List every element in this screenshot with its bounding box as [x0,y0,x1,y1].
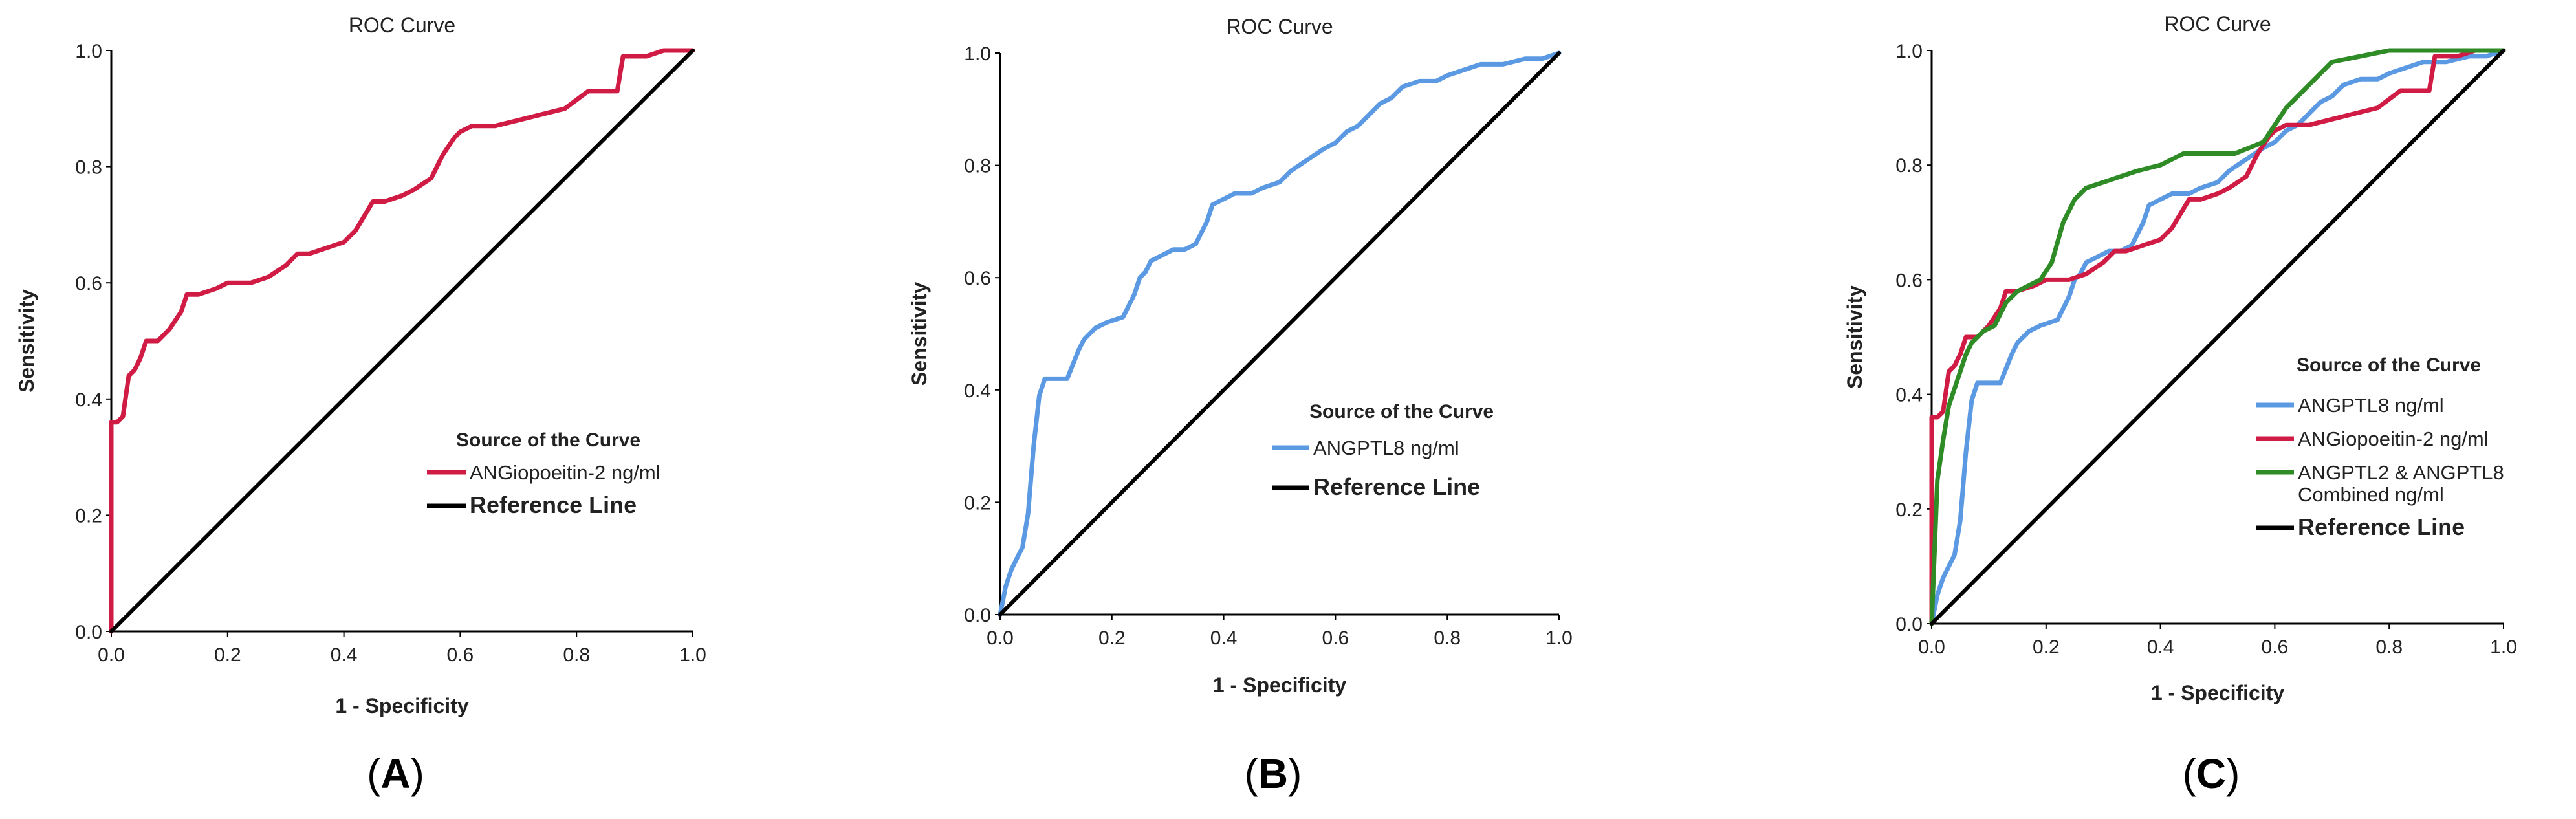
reference-line [1930,49,2505,626]
y-tick-label: 0.0 [1895,614,1923,635]
y-tick-label: 0.8 [75,157,102,179]
roc-panel: ROC Curve 0.0 0.2 0.4 0.6 0.8 1.0 0.0 0.2 0.4 0.6 0… [1843,12,2517,797]
y-tick-label: 1.0 [1895,41,1923,62]
y-tick-label: 0.6 [75,273,102,294]
y-tick-label: 0.2 [1895,499,1923,521]
panel-label-letter: C [2196,750,2226,797]
legend-title: Source of the Curve [2297,355,2481,376]
x-tick-label: 0.0 [98,644,125,666]
x-axis-label: 1 - Specificity [2151,681,2285,704]
chart-title: ROC Curve [349,14,455,37]
legend-label: ANGiopoeitin-2 ng/ml [2298,428,2489,450]
legend-title: Source of the Curve [456,430,640,451]
x-tick-label: 0.8 [1434,628,1461,649]
x-tick-label: 0.2 [214,644,241,666]
roc-panel: ROC Curve 0.0 0.2 0.4 0.6 0.8 1.0 0.0 0.2 0.4 0.6 0… [15,14,706,797]
x-tick-label: 0.8 [2375,637,2403,658]
panel-label-open: ( [1245,750,1258,797]
panel-label-open: ( [367,750,380,797]
chart-title: ROC Curve [1226,15,1333,38]
legend-label: ANGiopoeitin-2 ng/ml [470,461,660,484]
x-axis-label: 1 - Specificity [335,694,469,717]
x-tick-label: 0.6 [447,644,474,666]
reference-line [998,51,1561,617]
y-tick-label: 0.8 [1895,155,1923,177]
y-tick-label: 0.0 [964,605,991,626]
roc-series-line [1929,48,2506,626]
x-tick-label: 0.4 [2147,637,2174,658]
y-tick-label: 0.4 [1895,385,1923,406]
y-tick-label: 0.6 [1895,270,1923,291]
legend-label: ANGPTL8 ng/ml [1313,437,1459,459]
chart-title: ROC Curve [2164,12,2271,36]
x-tick-label: 0.4 [331,644,358,666]
x-tick-label: 0.8 [563,644,590,666]
panel-label-close: ) [411,750,424,797]
panel-label-open: ( [2183,750,2196,797]
roc-series-line [1929,48,2506,626]
chart-legend: Source of the Curve ANGPTL8 ng/ml Referenc… [1272,401,1494,500]
reference-line [109,49,695,633]
x-tick-label: 0.2 [1098,628,1126,649]
x-tick-label: 1.0 [2490,637,2517,658]
x-tick-label: 0.0 [987,628,1014,649]
y-tick-label: 0.6 [964,268,991,289]
panel-label-letter: B [1258,750,1288,797]
legend-label: Combined ng/ml [2298,483,2444,506]
x-tick-label: 0.4 [1210,628,1238,649]
y-axis-label: Sensitivity [908,282,931,386]
y-tick-label: 0.2 [964,492,991,514]
legend-title: Source of the Curve [1309,401,1494,422]
panel-label-close: ) [2226,750,2240,797]
panel-label: (A) [367,750,424,797]
x-tick-label: 1.0 [1545,628,1573,649]
y-axis-label: Sensitivity [15,289,38,393]
x-tick-label: 0.2 [2033,637,2060,658]
roc-panel: ROC Curve 0.0 0.2 0.4 0.6 0.8 1.0 0.0 0.2 0.4 0.6 0… [908,15,1573,797]
x-tick-label: 0.0 [1918,637,1945,658]
y-tick-label: 0.4 [75,389,102,411]
legend-label: ANGPTL8 ng/ml [2298,394,2444,417]
y-tick-label: 1.0 [964,43,991,65]
chart-legend: Source of the Curve ANGPTL8 ng/ml ANGiopoe… [2256,355,2504,540]
x-tick-label: 0.6 [2262,637,2289,658]
legend-label: Reference Line [1313,474,1480,500]
panel-label: (C) [2183,750,2240,797]
roc-series-line [1929,48,2506,626]
x-tick-label: 0.6 [1322,628,1349,649]
legend-label: ANGPTL2 & ANGPTL8 [2298,461,2504,484]
panel-label: (B) [1245,750,1302,797]
roc-series-line [998,50,1562,617]
y-tick-label: 0.8 [964,156,991,177]
panel-label-letter: A [380,750,410,797]
y-tick-label: 0.2 [75,505,102,527]
panel-label-close: ) [1288,750,1302,797]
y-tick-label: 0.0 [75,622,102,643]
roc-series-line [109,48,695,634]
y-tick-label: 0.4 [964,380,991,402]
y-tick-label: 1.0 [75,41,102,62]
chart-legend: Source of the Curve ANGiopoeitin-2 ng/ml R… [427,430,660,518]
legend-label: Reference Line [2298,514,2465,540]
x-axis-label: 1 - Specificity [1213,673,1347,697]
y-axis-label: Sensitivity [1843,285,1866,389]
legend-label: Reference Line [470,492,637,518]
x-tick-label: 1.0 [679,644,706,666]
